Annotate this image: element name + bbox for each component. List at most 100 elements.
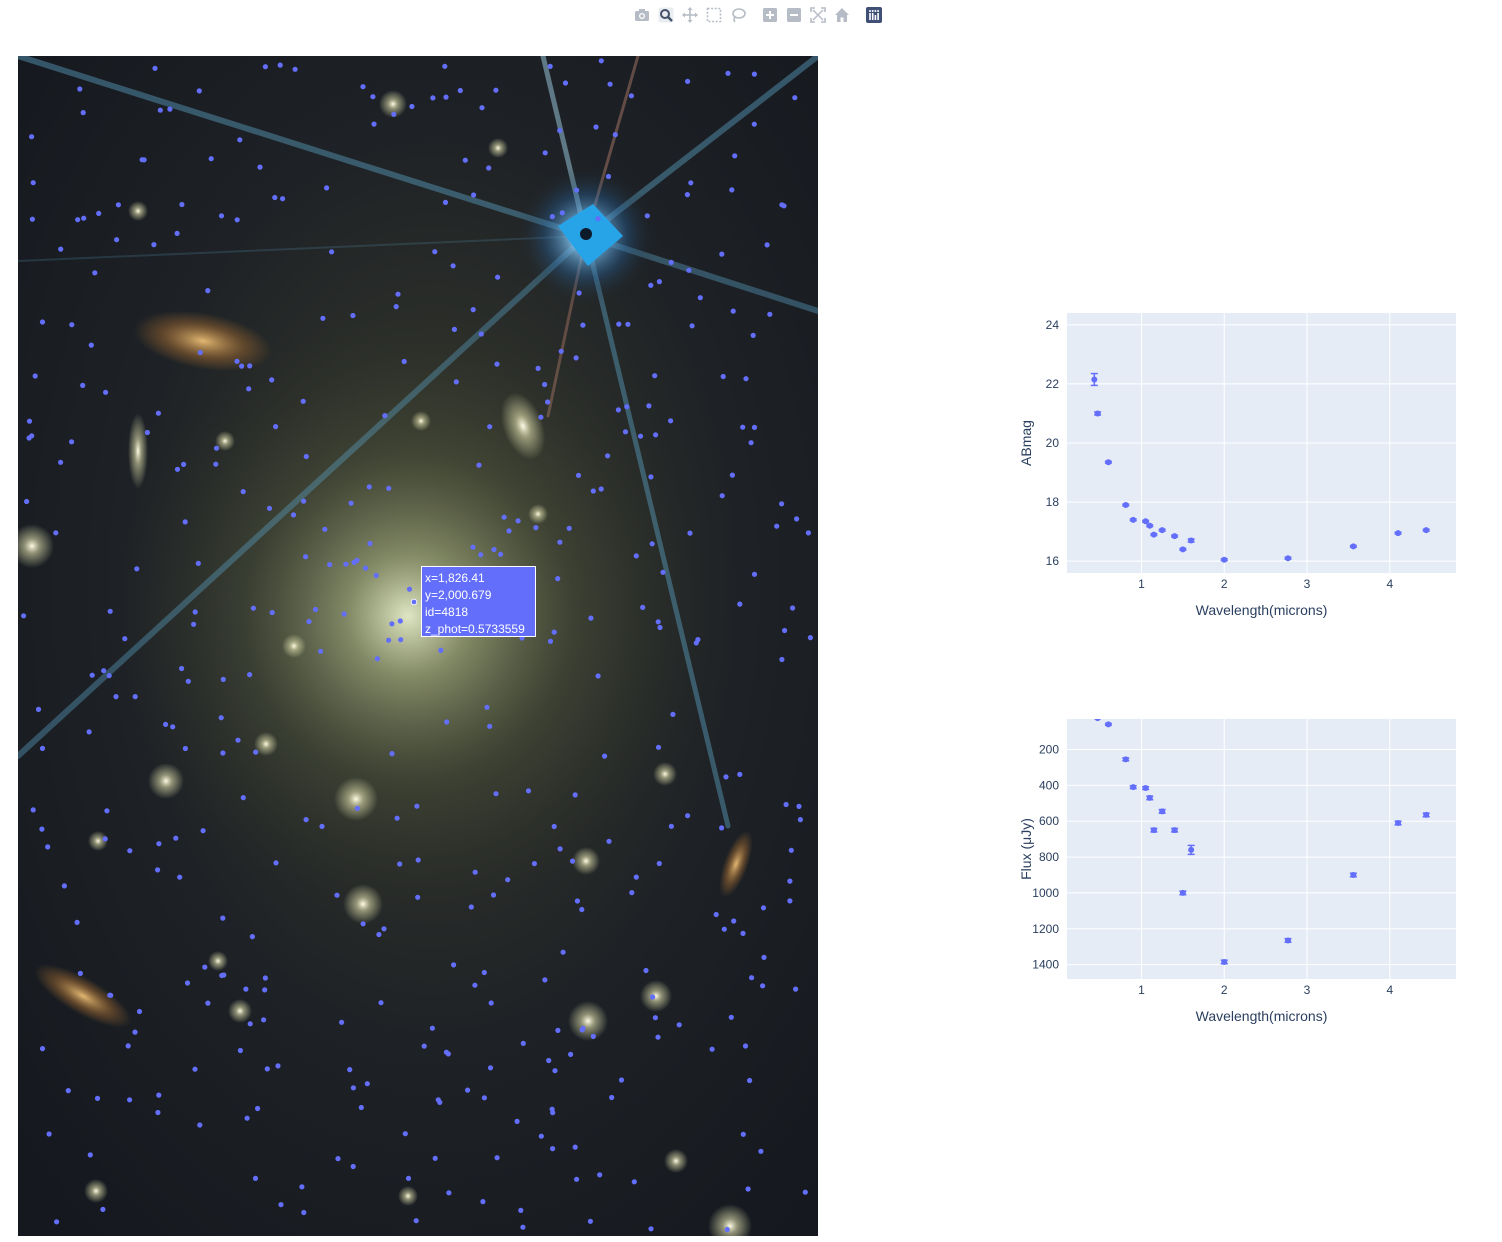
catalog-point[interactable] [197, 349, 203, 356]
catalog-point[interactable] [253, 749, 259, 755]
catalog-point[interactable] [697, 295, 703, 301]
catalog-point[interactable] [421, 1043, 427, 1049]
data-point[interactable] [1105, 459, 1112, 466]
catalog-point[interactable] [184, 980, 191, 986]
catalog-point[interactable] [39, 826, 45, 832]
data-point[interactable] [1188, 537, 1195, 544]
catalog-point[interactable] [437, 1099, 443, 1105]
catalog-point[interactable] [794, 516, 800, 522]
catalog-point[interactable] [730, 308, 736, 314]
catalog-point[interactable] [335, 1156, 341, 1162]
catalog-point[interactable] [389, 621, 395, 627]
catalog-point[interactable] [689, 323, 695, 329]
catalog-point[interactable] [751, 71, 758, 77]
catalog-point[interactable] [127, 848, 133, 854]
catalog-point[interactable] [367, 540, 373, 547]
catalog-point[interactable] [354, 805, 360, 812]
catalog-point[interactable] [401, 358, 407, 365]
catalog-point[interactable] [139, 157, 145, 163]
catalog-point[interactable] [65, 1088, 71, 1094]
catalog-point[interactable] [616, 321, 622, 327]
catalog-point[interactable] [300, 398, 306, 404]
catalog-point[interactable] [520, 1040, 526, 1046]
catalog-point[interactable] [247, 363, 253, 369]
catalog-point[interactable] [576, 290, 582, 296]
catalog-point[interactable] [301, 498, 307, 504]
catalog-point[interactable] [538, 1133, 544, 1139]
catalog-point[interactable] [442, 63, 448, 69]
catalog-point[interactable] [414, 803, 420, 809]
catalog-point[interactable] [101, 668, 107, 674]
catalog-point[interactable] [269, 377, 275, 383]
catalog-point[interactable] [557, 127, 563, 134]
catalog-point[interactable] [299, 1184, 305, 1190]
catalog-point[interactable] [470, 307, 476, 313]
catalog-point[interactable] [657, 624, 663, 631]
catalog-point[interactable] [191, 621, 197, 627]
catalog-point[interactable] [743, 376, 749, 382]
catalog-point[interactable] [252, 1175, 259, 1181]
catalog-point[interactable] [593, 124, 599, 130]
catalog-point[interactable] [748, 440, 754, 446]
catalog-point[interactable] [46, 1131, 52, 1137]
catalog-point[interactable] [152, 65, 158, 71]
catalog-point[interactable] [631, 1179, 637, 1185]
catalog-point[interactable] [80, 110, 86, 116]
catalog-point[interactable] [257, 164, 263, 170]
catalog-point[interactable] [144, 429, 150, 436]
catalog-point[interactable] [327, 562, 333, 568]
catalog-point[interactable] [491, 546, 497, 553]
catalog-point[interactable] [275, 1063, 281, 1069]
catalog-point[interactable] [551, 823, 557, 830]
catalog-point[interactable] [234, 358, 240, 364]
catalog-point[interactable] [787, 878, 793, 884]
catalog-point[interactable] [181, 461, 187, 467]
catalog-point[interactable] [612, 132, 618, 138]
catalog-point[interactable] [196, 88, 202, 94]
catalog-point[interactable] [360, 84, 366, 90]
catalog-point[interactable] [240, 795, 246, 801]
catalog-point[interactable] [103, 389, 109, 395]
catalog-point[interactable] [185, 678, 191, 684]
catalog-point[interactable] [602, 753, 608, 759]
catalog-point[interactable] [341, 611, 347, 617]
catalog-point[interactable] [208, 156, 214, 162]
catalog-point[interactable] [89, 672, 95, 678]
catalog-point[interactable] [273, 424, 279, 430]
catalog-point[interactable] [94, 1095, 101, 1101]
catalog-point[interactable] [319, 823, 325, 830]
catalog-point[interactable] [221, 972, 227, 978]
data-point[interactable] [1284, 937, 1291, 944]
catalog-point[interactable] [239, 363, 245, 369]
catalog-point[interactable] [783, 801, 789, 808]
download-plot-button[interactable] [632, 5, 652, 25]
catalog-point[interactable] [303, 817, 309, 823]
catalog-point[interactable] [751, 424, 758, 430]
catalog-point[interactable] [80, 382, 86, 388]
catalog-point[interactable] [779, 202, 785, 208]
catalog-point[interactable] [155, 410, 161, 416]
catalog-point[interactable] [688, 180, 694, 186]
catalog-point[interactable] [386, 637, 392, 643]
data-point[interactable] [1105, 721, 1112, 728]
catalog-point[interactable] [202, 964, 208, 970]
catalog-point[interactable] [113, 694, 119, 700]
catalog-point[interactable] [493, 87, 499, 93]
catalog-point[interactable] [451, 962, 457, 968]
catalog-point[interactable] [606, 838, 612, 844]
catalog-point[interactable] [246, 386, 252, 392]
catalog-point[interactable] [53, 530, 59, 536]
catalog-point[interactable] [728, 1014, 734, 1020]
catalog-point[interactable] [413, 1218, 419, 1224]
hovered-catalog-point[interactable] [410, 598, 418, 606]
catalog-point[interactable] [29, 433, 35, 439]
catalog-point[interactable] [737, 771, 743, 778]
sky-image-panel[interactable] [18, 56, 818, 1236]
catalog-point[interactable] [155, 1109, 161, 1116]
catalog-point[interactable] [132, 1029, 138, 1035]
catalog-point[interactable] [487, 424, 493, 430]
plotly-logo-button[interactable] [864, 5, 884, 25]
data-point[interactable] [1122, 502, 1129, 509]
catalog-point[interactable] [465, 1087, 471, 1093]
catalog-point[interactable] [468, 904, 474, 910]
